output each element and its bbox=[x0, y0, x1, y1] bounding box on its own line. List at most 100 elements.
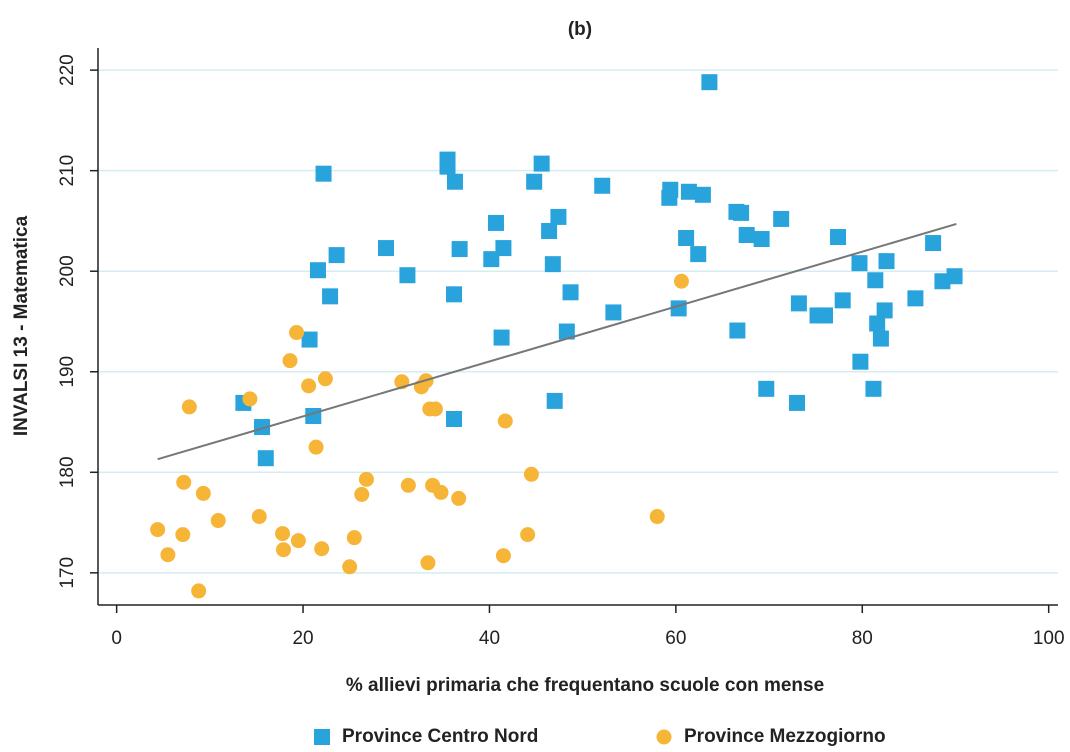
point bbox=[433, 484, 449, 500]
point bbox=[254, 419, 271, 436]
point bbox=[354, 486, 370, 502]
point bbox=[701, 74, 718, 91]
point bbox=[290, 533, 306, 549]
point bbox=[358, 471, 374, 487]
point bbox=[309, 262, 326, 279]
point bbox=[758, 380, 775, 397]
point bbox=[181, 399, 197, 415]
x-tick-label: 60 bbox=[665, 628, 686, 649]
point bbox=[314, 541, 330, 557]
point bbox=[605, 304, 622, 321]
point bbox=[328, 247, 345, 264]
y-axis-label: INVALSI 13 - Matematica bbox=[11, 215, 32, 436]
point bbox=[694, 186, 711, 203]
point bbox=[816, 307, 833, 324]
point bbox=[562, 284, 579, 301]
point bbox=[446, 286, 463, 303]
x-tick-label: 40 bbox=[479, 628, 500, 649]
point bbox=[865, 380, 882, 397]
point bbox=[322, 288, 339, 305]
point bbox=[872, 330, 889, 347]
point bbox=[852, 353, 869, 370]
y-tick-label: 220 bbox=[57, 54, 78, 86]
point bbox=[420, 555, 436, 571]
point bbox=[446, 173, 463, 190]
point bbox=[907, 290, 924, 307]
point bbox=[301, 378, 317, 394]
x-axis-label: % allievi primaria che frequentano scuol… bbox=[346, 675, 824, 696]
point bbox=[520, 527, 536, 543]
point bbox=[594, 177, 611, 194]
point bbox=[301, 331, 318, 348]
point bbox=[678, 230, 695, 247]
point bbox=[275, 526, 291, 542]
point bbox=[541, 222, 558, 239]
y-tick-label: 170 bbox=[57, 557, 78, 589]
point bbox=[550, 208, 567, 225]
point bbox=[523, 466, 539, 482]
point bbox=[558, 323, 575, 340]
point bbox=[869, 315, 886, 332]
point bbox=[342, 559, 358, 575]
x-tick-label: 80 bbox=[852, 628, 873, 649]
point bbox=[533, 155, 550, 172]
point bbox=[399, 267, 416, 284]
point bbox=[175, 527, 191, 543]
point bbox=[487, 214, 504, 231]
point bbox=[446, 410, 463, 427]
point bbox=[195, 485, 211, 501]
point bbox=[493, 329, 510, 346]
point bbox=[789, 394, 806, 411]
point bbox=[925, 235, 942, 252]
point bbox=[242, 391, 258, 407]
legend-label: Province Mezzogiorno bbox=[684, 726, 886, 747]
point bbox=[830, 229, 847, 246]
x-tick-label: 0 bbox=[111, 628, 122, 649]
point bbox=[495, 240, 512, 257]
point bbox=[680, 183, 697, 200]
y-tick-label: 210 bbox=[57, 155, 78, 187]
point bbox=[483, 251, 500, 268]
point bbox=[400, 477, 416, 493]
trend-line bbox=[157, 222, 957, 461]
point bbox=[308, 439, 324, 455]
legend-marker bbox=[314, 729, 330, 745]
point bbox=[738, 227, 755, 244]
point bbox=[451, 241, 468, 258]
point bbox=[790, 295, 807, 312]
legend-marker bbox=[656, 729, 672, 745]
point bbox=[176, 474, 192, 490]
y-tick-label: 190 bbox=[57, 356, 78, 388]
point bbox=[773, 210, 790, 227]
point bbox=[251, 509, 267, 525]
point bbox=[729, 322, 746, 339]
point bbox=[282, 353, 298, 369]
point bbox=[878, 253, 895, 270]
point bbox=[934, 273, 951, 290]
legend-label: Province Centro Nord bbox=[342, 726, 538, 747]
y-tick-label: 180 bbox=[57, 456, 78, 488]
chart-title: (b) bbox=[568, 19, 592, 40]
point bbox=[495, 548, 511, 564]
point bbox=[439, 158, 456, 175]
point bbox=[546, 392, 563, 409]
point bbox=[191, 583, 207, 599]
x-tick-label: 20 bbox=[292, 628, 313, 649]
point bbox=[289, 325, 305, 341]
point bbox=[544, 256, 561, 273]
point bbox=[673, 273, 689, 289]
point bbox=[851, 255, 868, 272]
point bbox=[876, 302, 893, 319]
point bbox=[160, 547, 176, 563]
point bbox=[210, 513, 226, 529]
point bbox=[867, 272, 884, 289]
x-tick-label: 100 bbox=[1033, 628, 1065, 649]
point bbox=[946, 268, 963, 285]
point bbox=[315, 165, 332, 182]
point bbox=[649, 509, 665, 525]
y-tick-label: 200 bbox=[57, 255, 78, 287]
point bbox=[257, 450, 274, 467]
point bbox=[733, 204, 750, 221]
point bbox=[275, 542, 291, 558]
